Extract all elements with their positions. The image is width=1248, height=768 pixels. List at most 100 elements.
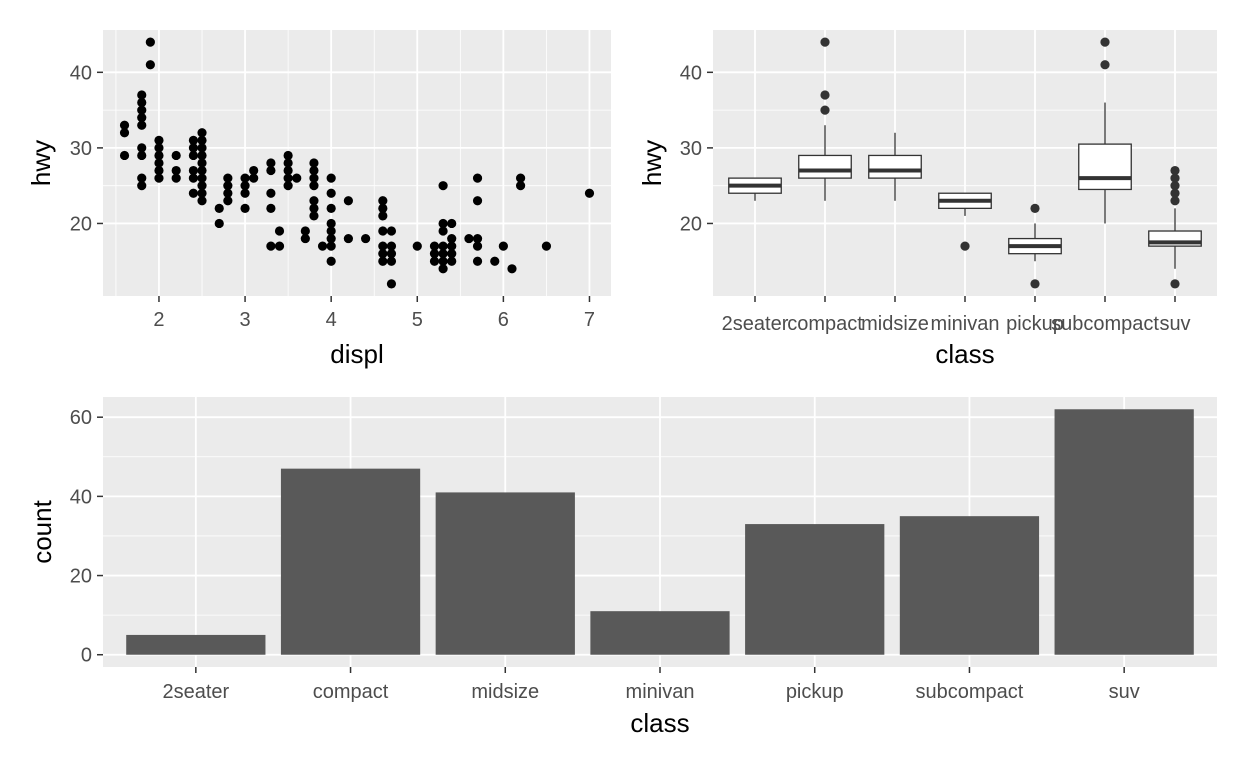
data-point bbox=[447, 249, 457, 259]
data-point bbox=[137, 143, 147, 153]
data-point bbox=[438, 181, 448, 191]
data-point bbox=[137, 150, 147, 161]
data-point bbox=[197, 128, 207, 138]
data-point bbox=[249, 173, 259, 183]
data-point bbox=[429, 256, 440, 266]
data-point bbox=[309, 203, 319, 213]
x-tick-label: 7 bbox=[584, 309, 595, 331]
data-point bbox=[249, 165, 259, 176]
data-point bbox=[300, 233, 310, 244]
data-point bbox=[386, 279, 397, 289]
y-tick-label: 40 bbox=[70, 486, 92, 508]
bar-pickup bbox=[745, 524, 885, 655]
x-tick-label: midsize bbox=[471, 681, 539, 703]
data-point bbox=[343, 196, 353, 206]
y-axis-title: hwy bbox=[26, 140, 56, 186]
data-point bbox=[188, 165, 199, 176]
data-point bbox=[447, 256, 457, 266]
x-tick-label: 3 bbox=[240, 309, 251, 331]
bar-compact bbox=[280, 468, 421, 655]
data-point bbox=[154, 158, 164, 168]
scatter-panel: 2 3 4 5 6 7 20 30 40 displ hwy bbox=[26, 30, 611, 369]
data-point bbox=[447, 241, 457, 251]
outlier-point bbox=[1100, 60, 1110, 70]
data-point bbox=[137, 173, 147, 183]
x-tick-label: pickup bbox=[786, 681, 844, 703]
data-point bbox=[266, 203, 276, 213]
x-tick-label: compact bbox=[787, 313, 863, 335]
x-tick-label: 2seater bbox=[722, 313, 789, 335]
data-point bbox=[326, 241, 336, 251]
outlier-point bbox=[1170, 181, 1180, 191]
y-tick-label: 30 bbox=[70, 138, 92, 160]
data-point bbox=[137, 181, 147, 191]
data-point bbox=[197, 165, 207, 176]
data-point bbox=[438, 218, 448, 229]
data-point bbox=[137, 113, 147, 123]
y-tick-label: 30 bbox=[680, 138, 702, 160]
x-tick-label: 5 bbox=[412, 309, 423, 331]
data-point bbox=[584, 188, 595, 198]
box-compact bbox=[798, 37, 852, 201]
data-point bbox=[197, 158, 207, 168]
data-point bbox=[438, 256, 448, 266]
box-2seater bbox=[728, 177, 782, 201]
x-tick-label: 2seater bbox=[162, 681, 229, 703]
outlier-point bbox=[1030, 279, 1040, 289]
data-point bbox=[137, 90, 147, 100]
box-subcompact bbox=[1078, 37, 1132, 224]
box-minivan bbox=[938, 192, 992, 251]
outlier-point bbox=[960, 241, 970, 251]
data-point bbox=[378, 196, 388, 206]
outlier-point bbox=[820, 90, 830, 100]
data-point bbox=[171, 150, 181, 161]
y-tick-label: 0 bbox=[81, 645, 92, 667]
data-point bbox=[378, 241, 388, 251]
y-tick-label: 40 bbox=[70, 62, 92, 84]
y-tick-label: 20 bbox=[680, 213, 702, 235]
data-point bbox=[326, 173, 336, 183]
data-point bbox=[137, 97, 147, 108]
data-point bbox=[447, 233, 457, 244]
outlier-point bbox=[1170, 196, 1180, 206]
data-point bbox=[378, 249, 388, 259]
data-point bbox=[197, 150, 207, 161]
y-axis-title: count bbox=[27, 499, 57, 563]
data-point bbox=[300, 226, 310, 236]
data-point bbox=[137, 105, 147, 115]
outlier-point bbox=[1030, 203, 1040, 213]
data-point bbox=[326, 233, 336, 244]
data-point bbox=[309, 173, 319, 183]
data-point bbox=[154, 135, 164, 145]
data-point bbox=[472, 196, 483, 206]
data-point bbox=[326, 226, 336, 236]
data-point bbox=[464, 233, 474, 244]
data-point bbox=[386, 226, 397, 236]
x-tick-label: 6 bbox=[498, 309, 509, 331]
data-point bbox=[223, 188, 233, 198]
data-point bbox=[326, 188, 336, 198]
data-point bbox=[119, 120, 130, 130]
data-point bbox=[171, 165, 181, 176]
data-point bbox=[119, 150, 130, 161]
data-point bbox=[188, 173, 199, 183]
data-point bbox=[283, 173, 293, 183]
data-point bbox=[309, 158, 319, 168]
data-point bbox=[137, 120, 147, 130]
data-point bbox=[154, 173, 164, 183]
bar-subcompact bbox=[899, 516, 1040, 655]
outlier-point bbox=[820, 105, 830, 115]
data-point bbox=[223, 173, 233, 183]
data-point bbox=[326, 256, 336, 266]
data-point bbox=[283, 165, 293, 176]
data-point bbox=[266, 188, 276, 198]
data-point bbox=[154, 143, 164, 153]
data-point bbox=[197, 181, 207, 191]
x-axis-title: class bbox=[935, 339, 994, 369]
data-point bbox=[515, 181, 526, 191]
data-point bbox=[292, 173, 302, 183]
data-point bbox=[171, 173, 181, 183]
bar-2seater bbox=[126, 634, 266, 655]
data-point bbox=[490, 256, 500, 266]
